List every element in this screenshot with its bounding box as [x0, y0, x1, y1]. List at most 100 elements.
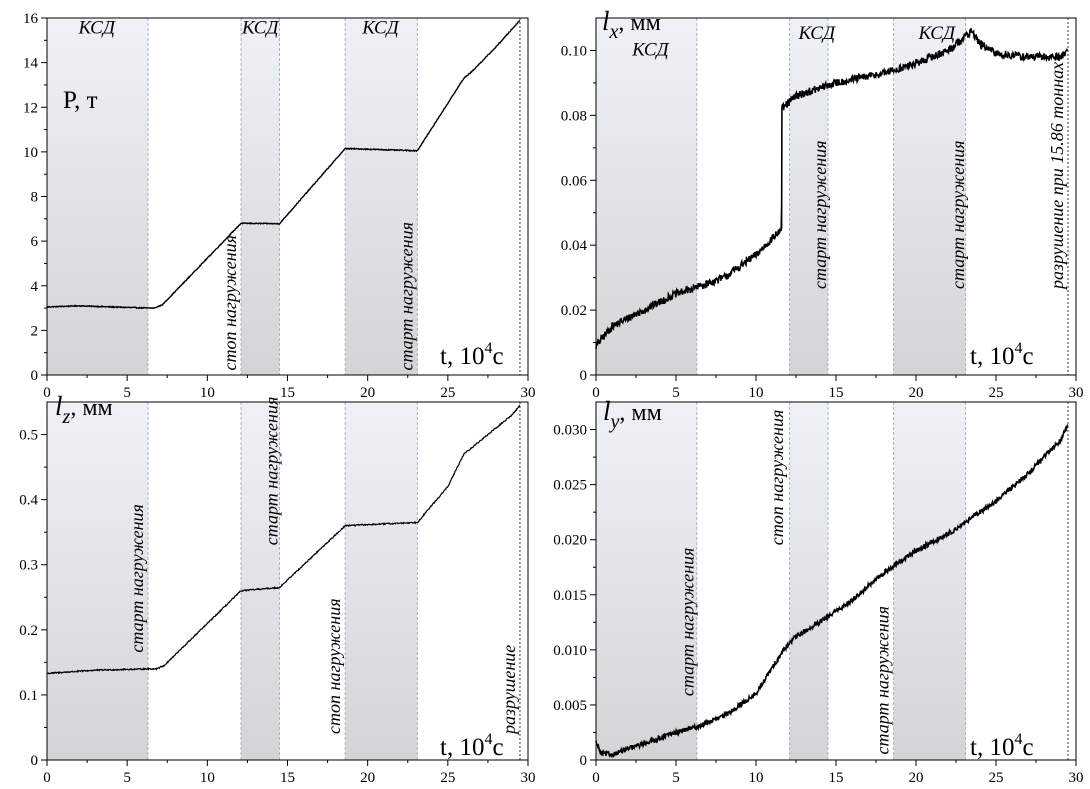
y-tick-label: 0.005 [553, 698, 587, 714]
y-tick-label: 12 [23, 100, 38, 116]
x-tick-label: 20 [360, 385, 375, 401]
x-tick-label: 10 [749, 770, 764, 786]
x-tick-label: 0 [592, 770, 600, 786]
y-tick-label: 2 [31, 323, 39, 339]
y-tick-label: 0.06 [561, 173, 588, 189]
y-axis-label: P, т [63, 87, 98, 114]
x-tick-label: 5 [123, 385, 131, 401]
plot-frame [595, 17, 1077, 376]
y-tick-label: 0.08 [561, 108, 587, 124]
x-tick-label: 0 [43, 385, 51, 401]
x-tick-label: 30 [1069, 770, 1084, 786]
x-tick-label: 25 [989, 770, 1004, 786]
region-label: КСД [631, 39, 669, 60]
vertical-annotation: стоп нагружения [767, 410, 787, 546]
region-label: КСД [241, 18, 279, 39]
x-tick-label: 20 [360, 770, 375, 786]
shaded-region [596, 402, 697, 760]
x-tick-label: 10 [200, 770, 215, 786]
x-tick-label: 5 [123, 770, 131, 786]
shaded-region [345, 18, 418, 375]
y-tick-label: 0.020 [553, 533, 587, 549]
y-axis-label: lx, мм [602, 6, 661, 43]
x-axis-label: t, 104c [970, 340, 1034, 370]
plot-frame [46, 401, 529, 761]
x-tick-label: 30 [521, 385, 536, 401]
x-axis-label: t, 104c [970, 731, 1034, 761]
x-tick-label: 15 [280, 385, 295, 401]
vertical-annotation: старт нагружения [873, 606, 893, 755]
x-tick-label: 15 [280, 770, 295, 786]
x-tick-label: 20 [909, 770, 924, 786]
shaded-region [47, 18, 149, 375]
load-series-line [46, 19, 521, 310]
lx-series-line [595, 28, 1069, 350]
vertical-annotation: разрушение [499, 645, 519, 736]
x-tick-label: 25 [440, 385, 455, 401]
x-tick-label: 30 [521, 770, 536, 786]
y-tick-label: 0.10 [561, 43, 587, 59]
x-tick-label: 0 [592, 385, 600, 401]
x-tick-label: 5 [672, 385, 680, 401]
vertical-annotation: старт нагружения [127, 504, 147, 653]
y-axis-label: lz, мм [55, 391, 113, 428]
x-tick-label: 10 [749, 385, 764, 401]
region-label: КСД [918, 23, 956, 44]
vertical-annotation: старт нагружения [396, 222, 416, 371]
shaded-region [241, 402, 280, 760]
load-chart-panel: КСД КСД КСД 0 5 10 15 20 25 30 0 2 4 6 8 10 12 14 16 стоп… [23, 11, 536, 401]
ly-series-line [595, 424, 1069, 759]
shaded-region [47, 402, 149, 760]
y-tick-label: 0.5 [19, 428, 38, 444]
shaded-region [241, 18, 280, 375]
vertical-annotation: стоп нагружения [220, 235, 240, 371]
vertical-annotation: стоп нагружения [324, 598, 344, 734]
y-tick-label: 0.2 [19, 623, 38, 639]
y-tick-label: 0 [31, 753, 39, 769]
shaded-region [345, 402, 418, 760]
x-tick-label: 15 [829, 770, 844, 786]
y-axis-label: ly, мм [603, 396, 662, 433]
y-tick-label: 0.1 [19, 688, 38, 704]
y-tick-label: 8 [31, 190, 39, 206]
region-label: КСД [361, 18, 399, 39]
vertical-annotation: разрушение при 15.86 тоннах [1047, 62, 1067, 291]
y-tick-label: 0.015 [553, 588, 587, 604]
shaded-region [893, 18, 966, 375]
y-tick-label: 10 [23, 145, 38, 161]
x-tick-label: 25 [440, 770, 455, 786]
y-tick-label: 0 [580, 368, 588, 384]
shaded-region [789, 402, 828, 760]
y-tick-label: 0.025 [553, 478, 587, 494]
x-tick-label: 0 [43, 770, 51, 786]
x-tick-label: 5 [672, 770, 680, 786]
shaded-region [893, 402, 966, 760]
x-tick-label: 15 [829, 385, 844, 401]
y-tick-label: 0.3 [19, 558, 38, 574]
x-tick-label: 25 [989, 385, 1004, 401]
plot-frame [46, 17, 529, 376]
y-tick-label: 0 [31, 368, 39, 384]
x-tick-label: 20 [909, 385, 924, 401]
y-tick-label: 4 [31, 279, 39, 295]
vertical-annotation: старт нагружения [262, 397, 282, 546]
y-tick-label: 6 [31, 234, 39, 250]
vertical-annotation: старт нагружения [948, 140, 968, 289]
y-tick-label: 0.4 [19, 493, 38, 509]
y-tick-label: 0.04 [561, 238, 588, 254]
y-tick-label: 0.02 [561, 303, 587, 319]
lx-chart-panel: КСД КСД КСД 0 5 10 15 20 25 30 0 0.02 0.04 0.06 0.08 0… [561, 6, 1084, 401]
plot-frame [595, 401, 1077, 761]
y-tick-label: 0.030 [553, 423, 587, 439]
x-axis-label: t, 104c [440, 731, 504, 761]
y-tick-label: 0.010 [553, 643, 587, 659]
region-label: КСД [798, 23, 836, 44]
y-tick-label: 0 [580, 753, 588, 769]
vertical-annotation: старт нагружения [677, 548, 697, 697]
y-tick-label: 14 [23, 56, 39, 72]
vertical-annotation: старт нагружения [810, 140, 830, 289]
shaded-region [596, 18, 697, 375]
lz-chart-panel: 0 5 10 15 20 25 30 0 0.1 0.2 0.3 0.4 0.5 старт нагру… [19, 391, 535, 786]
x-axis-label: t, 104c [440, 340, 504, 370]
